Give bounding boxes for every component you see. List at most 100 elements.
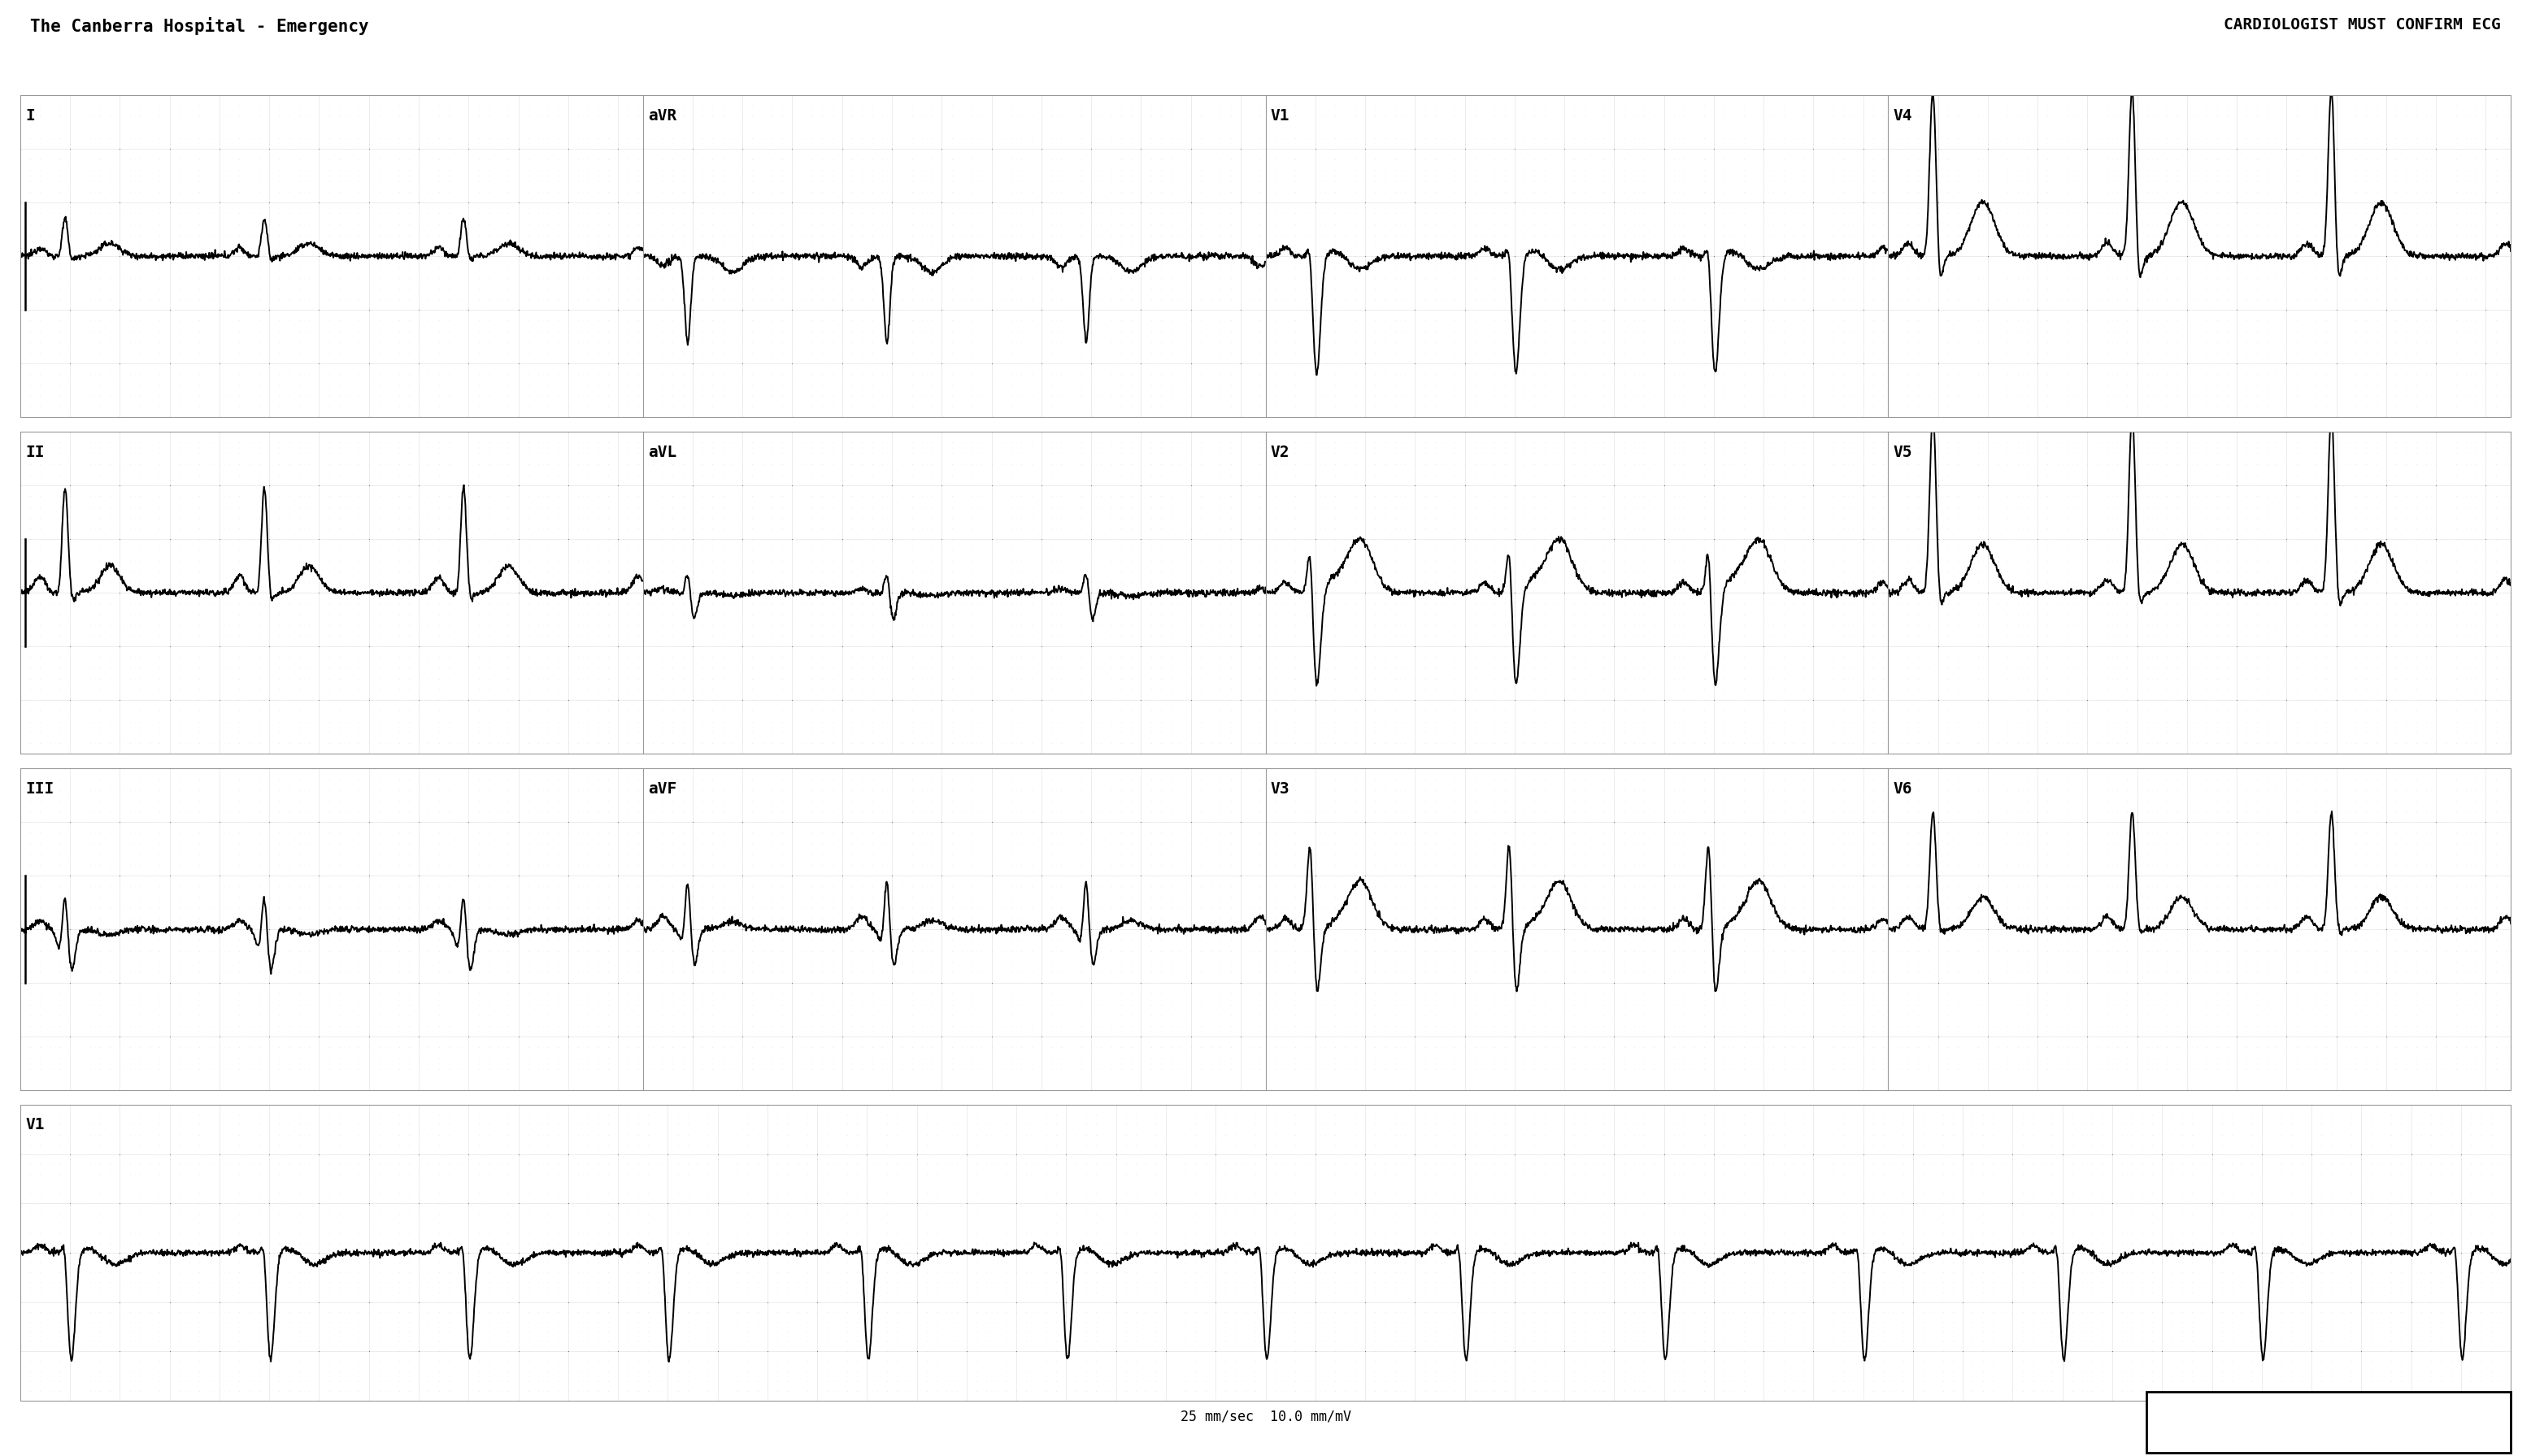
- Point: [2237, 735, 2278, 759]
- Point: [1476, 906, 1516, 929]
- Point: [1802, 507, 1843, 530]
- Point: [2435, 105, 2475, 128]
- Point: [1673, 309, 1713, 332]
- Point: [1703, 649, 1744, 673]
- Point: [1997, 298, 2037, 322]
- Point: [2237, 821, 2278, 844]
- Point: [2430, 1321, 2470, 1344]
- Point: [1574, 1369, 1615, 1392]
- Point: [1693, 421, 1734, 444]
- Point: [891, 875, 931, 898]
- Point: [843, 993, 883, 1016]
- Point: [99, 903, 139, 926]
- Point: [1334, 1283, 1374, 1306]
- Point: [1157, 1064, 1197, 1088]
- Point: [1544, 1143, 1584, 1166]
- Point: [693, 606, 734, 629]
- Point: [319, 215, 359, 239]
- Point: [2275, 1035, 2316, 1059]
- Point: [1030, 935, 1071, 958]
- Point: [2222, 1399, 2263, 1423]
- Point: [99, 598, 139, 622]
- Point: [843, 553, 883, 577]
- Point: [752, 105, 792, 128]
- Point: [2172, 1271, 2212, 1294]
- Point: [238, 711, 278, 734]
- Point: [2285, 571, 2326, 594]
- Point: [2336, 29, 2377, 52]
- Point: [339, 448, 380, 472]
- Point: [782, 355, 823, 379]
- Point: [380, 745, 420, 769]
- Point: [109, 983, 149, 1006]
- Point: [268, 603, 309, 626]
- Point: [438, 352, 478, 376]
- Point: [1534, 796, 1574, 820]
- Point: [1240, 51, 1281, 74]
- Point: [2063, 965, 2103, 989]
- Point: [230, 875, 271, 898]
- Point: [397, 965, 438, 989]
- Point: [881, 939, 921, 962]
- Point: [2197, 513, 2237, 536]
- Point: [1584, 545, 1625, 568]
- Point: [190, 51, 230, 74]
- Point: [468, 234, 509, 258]
- Point: [911, 885, 952, 909]
- Point: [2182, 1211, 2222, 1235]
- Point: [1012, 591, 1053, 614]
- Point: [2098, 309, 2139, 332]
- Point: [278, 367, 319, 390]
- Point: [942, 628, 982, 651]
- Point: [1250, 29, 1291, 52]
- Point: [1802, 906, 1843, 929]
- Point: [1296, 757, 1336, 780]
- Point: [1364, 635, 1405, 658]
- Point: [1344, 1273, 1384, 1296]
- Point: [2156, 849, 2197, 872]
- Point: [488, 1093, 529, 1117]
- Point: [2258, 159, 2298, 182]
- Point: [1364, 1350, 1405, 1373]
- Point: [952, 1229, 992, 1252]
- Point: [1091, 51, 1131, 74]
- Point: [1843, 767, 1883, 791]
- Point: [1673, 591, 1713, 614]
- Point: [2361, 1428, 2402, 1452]
- Point: [871, 677, 911, 700]
- Point: [693, 821, 734, 844]
- Point: [458, 137, 499, 160]
- Point: [109, 577, 149, 600]
- Point: [10, 926, 51, 949]
- Point: [2265, 527, 2306, 550]
- Point: [1493, 377, 1534, 400]
- Point: [1888, 871, 1929, 894]
- Point: [1792, 1073, 1832, 1096]
- Point: [2048, 313, 2088, 336]
- Point: [1152, 725, 1192, 748]
- Point: [170, 566, 210, 590]
- Point: [1754, 949, 1794, 973]
- Point: [737, 1389, 777, 1412]
- Point: [390, 625, 430, 648]
- Point: [643, 480, 683, 504]
- Point: [942, 914, 982, 938]
- Point: [772, 957, 812, 980]
- Point: [1215, 984, 1255, 1008]
- Point: [1734, 1112, 1774, 1136]
- Point: [1774, 1273, 1815, 1296]
- Point: [407, 213, 448, 236]
- Point: [1643, 1003, 1683, 1026]
- Point: [1007, 1399, 1048, 1423]
- Point: [1334, 917, 1374, 941]
- Point: [1812, 301, 1853, 325]
- Point: [2402, 1310, 2442, 1334]
- Point: [78, 946, 119, 970]
- Point: [2237, 721, 2278, 744]
- Point: [2465, 245, 2506, 268]
- Point: [711, 821, 752, 844]
- Point: [1483, 363, 1524, 386]
- Point: [78, 671, 119, 695]
- Point: [299, 907, 339, 930]
- Point: [299, 581, 339, 604]
